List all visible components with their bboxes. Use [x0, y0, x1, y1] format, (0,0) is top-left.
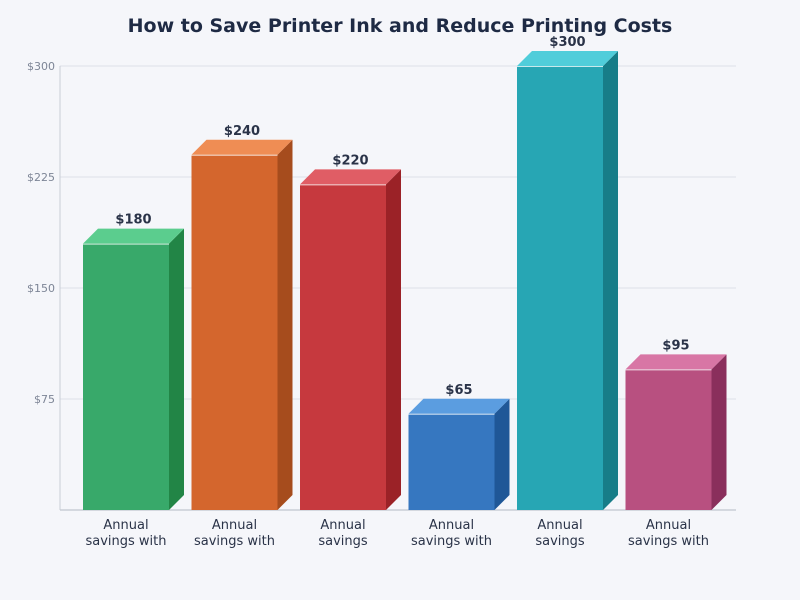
bar: [300, 169, 401, 510]
x-tick-label: Annual: [103, 518, 148, 533]
y-tick-label: $75: [34, 393, 55, 406]
x-tick-label: savings with: [85, 534, 166, 549]
y-tick-label: $225: [27, 171, 55, 184]
bar: [83, 228, 184, 510]
value-label: $180: [115, 213, 151, 228]
bar: [408, 398, 510, 510]
x-tick-label: Annual: [646, 518, 691, 533]
x-tick-label: Annual: [212, 518, 257, 533]
x-tick-label: savings with: [194, 534, 275, 549]
chart-title: How to Save Printer Ink and Reduce Print…: [127, 15, 673, 37]
y-tick-label: $150: [27, 282, 55, 295]
bar: [191, 139, 293, 511]
value-label: $95: [662, 338, 689, 353]
value-label: $220: [332, 153, 368, 168]
value-label: $300: [549, 35, 585, 50]
x-tick-label: savings: [535, 534, 585, 549]
bar: [517, 51, 618, 510]
bar: [625, 354, 727, 510]
x-tick-label: savings: [318, 534, 368, 549]
x-tick-label: savings with: [628, 534, 709, 549]
x-tick-label: Annual: [537, 518, 582, 533]
y-tick-label: $300: [27, 60, 55, 73]
value-label: $240: [224, 124, 260, 139]
x-tick-label: Annual: [320, 518, 365, 533]
x-tick-label: Annual: [429, 518, 474, 533]
value-label: $65: [445, 383, 472, 398]
x-tick-label: savings with: [411, 534, 492, 549]
